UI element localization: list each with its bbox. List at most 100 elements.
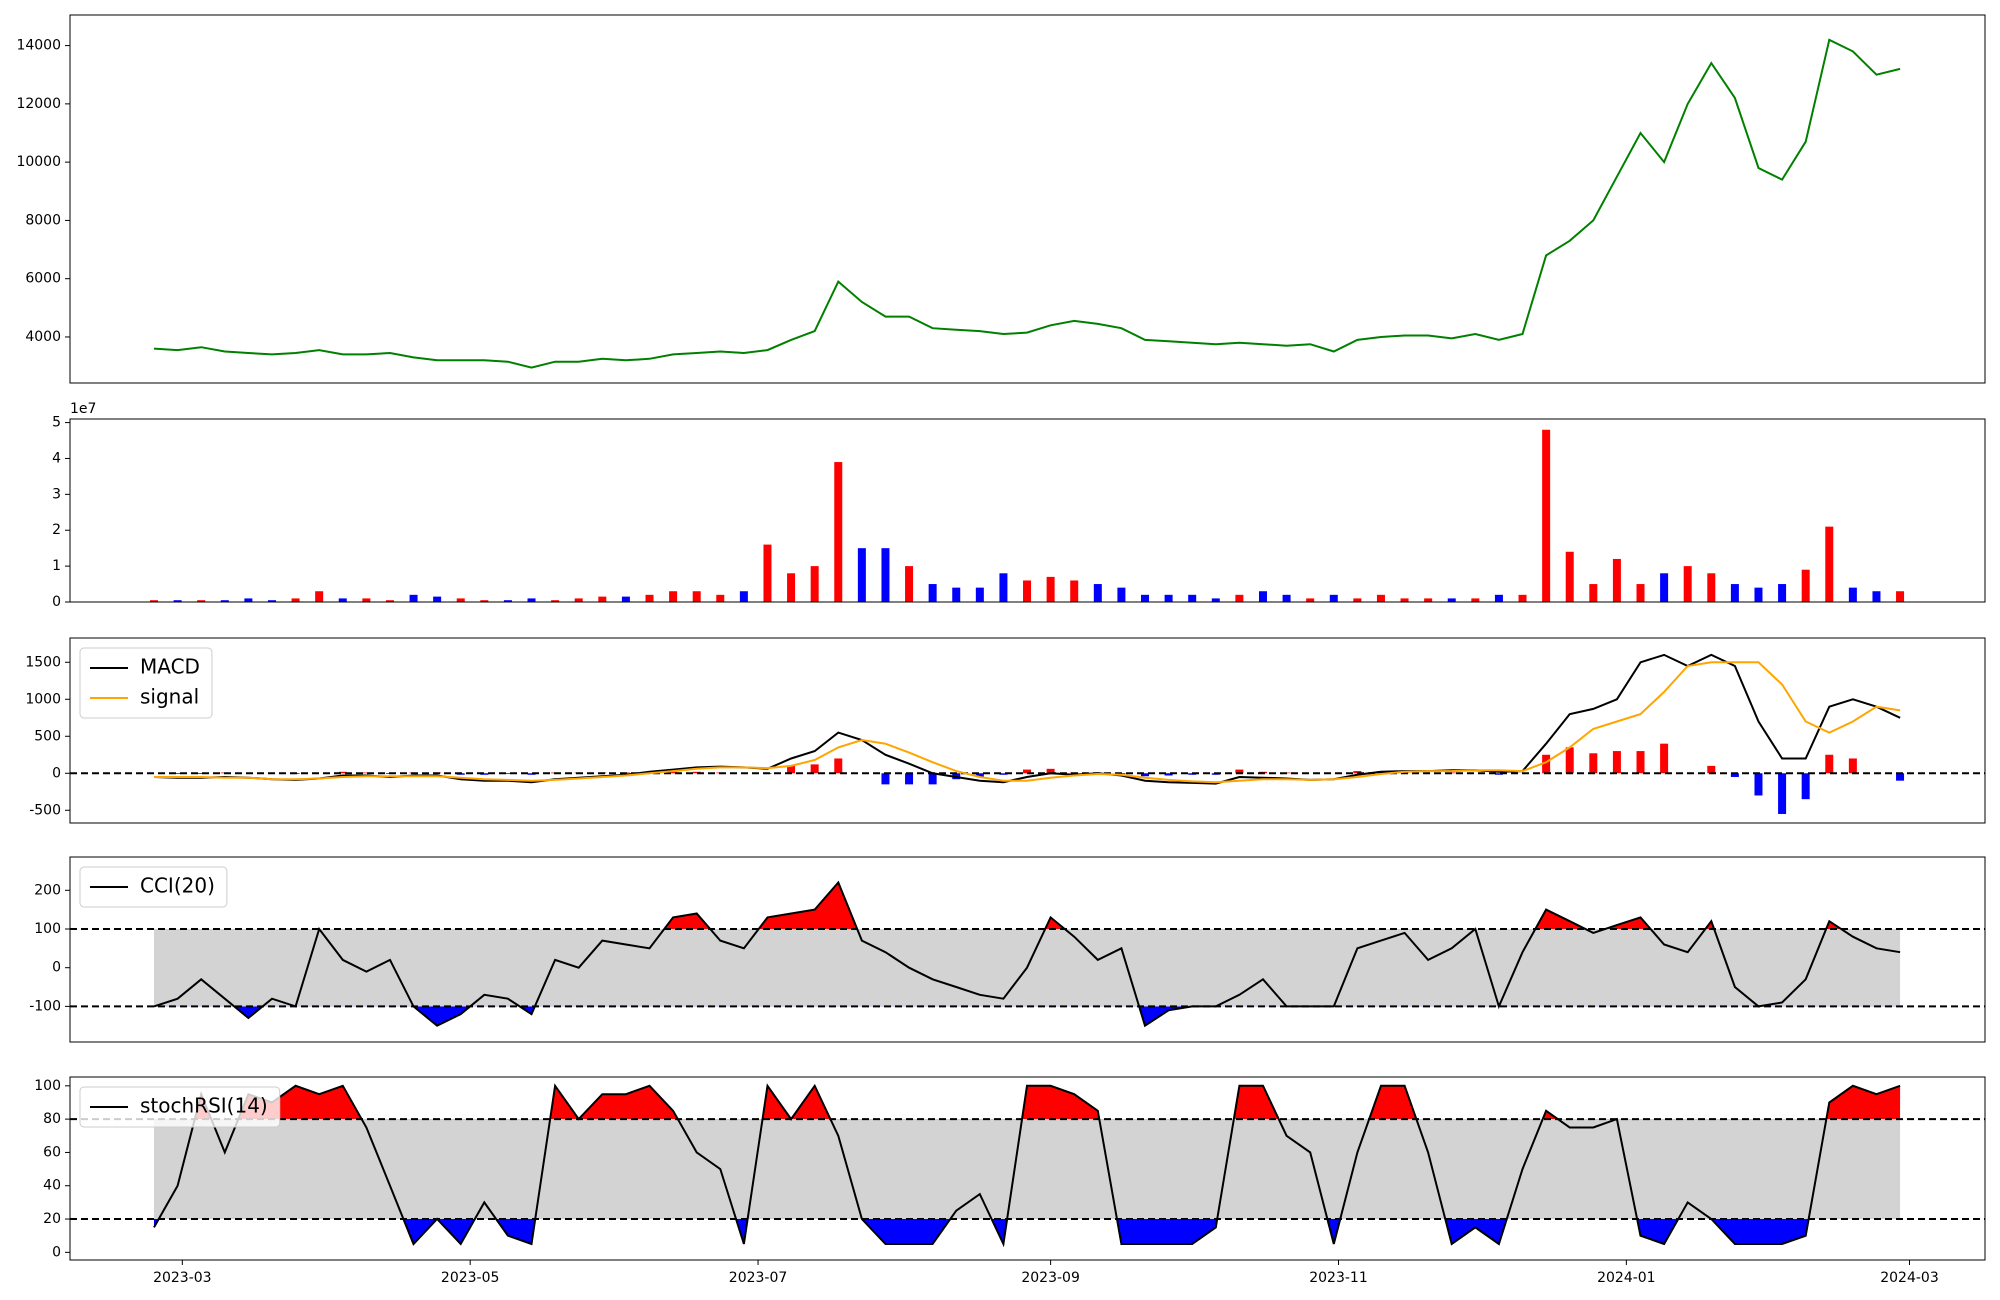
y-tick-label: 100: [34, 1078, 61, 1094]
volume-bar: [1093, 584, 1102, 602]
volume-bar: [1589, 584, 1598, 602]
plot-frame: [69, 14, 1986, 384]
histogram-bar: [1707, 765, 1716, 774]
x-tick-label: 2023-07: [729, 1270, 788, 1286]
histogram-bar: [1754, 773, 1763, 796]
y-tick-label: 5: [52, 415, 61, 431]
volume-bar: [692, 591, 701, 602]
volume-bar: [669, 591, 678, 602]
histogram-bar: [1565, 747, 1574, 774]
volume-bar: [952, 587, 961, 602]
histogram-bar: [810, 764, 819, 774]
volume-bar: [1801, 569, 1810, 602]
volume-bar: [1211, 598, 1220, 602]
histogram-bar: [1235, 769, 1244, 774]
y-tick-label: 0: [52, 960, 61, 976]
histogram-bar: [999, 773, 1008, 775]
volume-bar: [881, 548, 890, 602]
y-tick-label: 200: [34, 882, 61, 898]
volume-bar: [1683, 566, 1692, 602]
y-tick-label: 40: [43, 1178, 61, 1194]
volume-bar: [905, 566, 914, 602]
volume-bar: [1046, 576, 1055, 602]
histogram-bar: [787, 765, 796, 774]
histogram-bar: [1848, 758, 1857, 774]
volume-bar: [433, 596, 442, 602]
volume-bar: [173, 600, 182, 602]
histogram-bar: [1353, 771, 1362, 774]
y-tick-label: 14000: [16, 38, 61, 54]
y-tick-label: 4: [52, 450, 61, 466]
volume-bar: [456, 598, 465, 602]
x-tick-label: 2023-11: [1309, 1270, 1368, 1286]
volume-bar: [1329, 594, 1338, 602]
y-tick-label: 1500: [25, 654, 61, 670]
histogram-bar: [1046, 768, 1055, 774]
volume-bar: [1447, 598, 1456, 602]
volume-bar: [315, 591, 324, 602]
plot-frame: [69, 637, 1986, 824]
histogram-bar: [928, 773, 937, 785]
volume-bar: [1825, 526, 1834, 602]
legend-label: stochRSI(14): [140, 1094, 268, 1118]
volume-bar: [1754, 587, 1763, 602]
volume-bar: [1023, 580, 1032, 602]
volume-bar: [763, 544, 772, 602]
volume-bar: [1282, 594, 1291, 602]
volume-bar: [1707, 573, 1716, 602]
volume-bar: [291, 598, 300, 602]
axis-scale-label: 1e7: [70, 401, 96, 417]
volume-bar: [362, 598, 371, 602]
legend-box: [79, 866, 228, 908]
histogram-bar: [881, 773, 890, 785]
volume-bar: [1518, 594, 1527, 602]
volume-bar: [149, 600, 158, 602]
histogram-bar: [1612, 751, 1621, 774]
volume-bar: [1778, 584, 1787, 602]
legend-label: MACD: [140, 655, 200, 679]
volume-bar: [551, 600, 560, 602]
volume-bar: [1235, 594, 1244, 602]
volume-bar: [1117, 587, 1126, 602]
x-tick-label: 2023-05: [441, 1270, 500, 1286]
volume-bar: [267, 600, 276, 602]
volume-bar: [621, 596, 630, 602]
volume-bar: [1400, 598, 1409, 602]
volume-bar: [338, 598, 347, 602]
histogram-bar: [173, 773, 182, 775]
volume-bar: [598, 596, 607, 602]
legend: CCI(20): [79, 866, 228, 908]
volume-bar: [1542, 429, 1551, 602]
histogram-bar: [480, 773, 489, 775]
volume-bar: [1188, 594, 1197, 602]
y-tick-label: -500: [29, 802, 61, 818]
histogram-bar: [1494, 773, 1503, 775]
y-tick-label: 3: [52, 486, 61, 502]
volume-bar: [810, 566, 819, 602]
x-tick-label: 2023-03: [153, 1270, 212, 1286]
y-tick-label: 0: [52, 594, 61, 610]
histogram-bar: [362, 772, 371, 774]
volume-bar: [1896, 591, 1905, 602]
x-tick-label: 2024-03: [1880, 1270, 1939, 1286]
histogram-bar: [1164, 773, 1173, 776]
volume-bar: [834, 462, 843, 602]
legend: MACD signal: [79, 647, 213, 719]
volume-bar: [1070, 580, 1079, 602]
y-tick-label: 0: [52, 1244, 61, 1260]
histogram-bar: [1896, 773, 1905, 781]
volume-bar: [928, 584, 937, 602]
volume-bar: [975, 587, 984, 602]
legend-box: [79, 1086, 281, 1128]
volume-bar: [857, 548, 866, 602]
line: [153, 38, 1901, 369]
line: [153, 880, 1901, 1028]
histogram-bar: [975, 773, 984, 777]
volume-bar: [1164, 594, 1173, 602]
histogram-bar: [1141, 773, 1150, 777]
y-tick-label: 8000: [25, 212, 61, 228]
volume-bar: [645, 594, 654, 602]
histogram-bar: [1730, 773, 1739, 777]
overbought-fill: [194, 1085, 1901, 1120]
